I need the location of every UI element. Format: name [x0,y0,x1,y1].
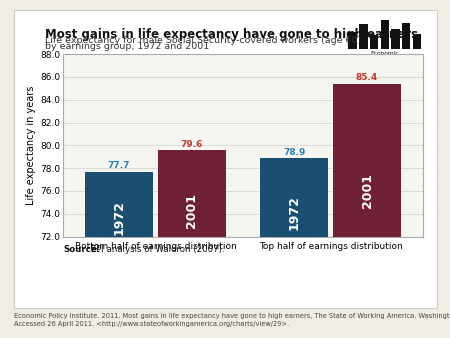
Bar [413,34,421,49]
Bar [158,150,226,237]
Text: 77.7: 77.7 [108,161,130,170]
Text: 1972: 1972 [288,196,301,231]
Bar [370,35,378,49]
Bar [391,29,400,49]
Text: Economic Policy Institute. 2011. Most gains in life expectancy have gone to high: Economic Policy Institute. 2011. Most ga… [14,313,450,319]
Text: EPI analysis of Waldron (2007).: EPI analysis of Waldron (2007). [88,245,224,254]
Text: Most gains in life expectancy have gone to high earners: Most gains in life expectancy have gone … [45,28,418,41]
Text: Accessed 26 April 2011. <http://www.stateofworkingamerica.org/charts/view/29>.: Accessed 26 April 2011. <http://www.stat… [14,321,288,327]
Text: 85.4: 85.4 [356,73,378,82]
Bar [359,24,368,49]
Bar [260,158,328,237]
Text: 1972: 1972 [112,200,126,235]
Text: by earnings group, 1972 and 2001: by earnings group, 1972 and 2001 [45,42,209,51]
Bar [381,20,389,49]
Bar [402,23,410,49]
Text: 79.6: 79.6 [181,140,203,148]
Bar [85,172,153,237]
Text: 2001: 2001 [185,193,198,228]
Y-axis label: Life expectancy in years: Life expectancy in years [26,86,36,205]
Text: Economic
Policy
Institute: Economic Policy Institute [370,51,399,67]
Bar [333,84,401,237]
Text: 78.9: 78.9 [283,147,305,156]
Text: 2001: 2001 [360,173,374,208]
Text: Source:: Source: [63,245,100,254]
Text: Life expectancy for male Social Security-covered workers (age 60): Life expectancy for male Social Security… [45,36,361,45]
Bar [348,32,357,49]
